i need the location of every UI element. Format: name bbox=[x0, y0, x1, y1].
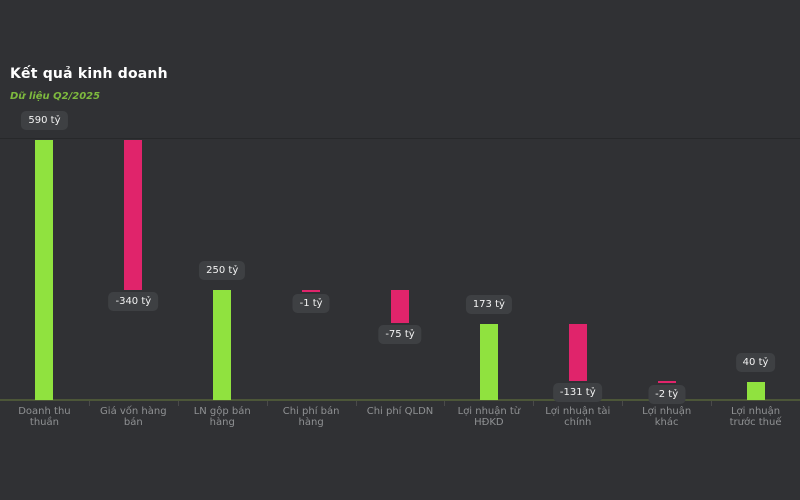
x-axis-tick-1 bbox=[88, 401, 90, 406]
waterfall-bar-7[interactable] bbox=[568, 323, 587, 382]
value-badge-5: -75 tỷ bbox=[378, 325, 422, 345]
waterfall-bar-4[interactable] bbox=[302, 289, 321, 292]
x-axis-tick-5 bbox=[444, 401, 446, 406]
x-axis-tick-2 bbox=[177, 401, 179, 406]
waterfall-bar-5[interactable] bbox=[391, 290, 409, 324]
value-badge-7: -131 tỷ bbox=[552, 383, 603, 403]
x-axis-tick-4 bbox=[355, 401, 357, 406]
x-axis-label-5: Chi phí QLDN bbox=[366, 406, 434, 417]
x-axis-tick-8 bbox=[711, 401, 713, 406]
x-axis-label-2: Giá vốn hàng bán bbox=[100, 406, 167, 428]
value-badge-3: 250 tỷ bbox=[199, 260, 246, 280]
value-badge-4: -1 tỷ bbox=[292, 293, 330, 313]
x-axis-tick-6 bbox=[533, 401, 535, 406]
value-badge-1: 590 tỷ bbox=[21, 111, 68, 130]
waterfall-bar-2[interactable] bbox=[124, 140, 143, 290]
chart-subtitle: Dữ liệu Q2/2025 bbox=[10, 91, 101, 102]
value-badge-6: 173 tỷ bbox=[465, 294, 512, 314]
top-gridline bbox=[0, 138, 800, 139]
x-axis-label-6: Lợi nhuận từ HĐKD bbox=[457, 406, 521, 428]
x-axis-label-3: LN gộp bán hàng bbox=[193, 406, 251, 428]
waterfall-bar-1[interactable] bbox=[35, 140, 54, 400]
x-axis-tick-7 bbox=[622, 401, 624, 406]
x-axis-label-7: Lợi nhuận tài chính bbox=[545, 406, 611, 428]
value-badge-2: -340 tỷ bbox=[108, 291, 159, 311]
x-axis-label-4: Chi phí bán hàng bbox=[282, 406, 340, 428]
x-axis-label-9: Lợi nhuận trước thuế bbox=[729, 406, 782, 428]
x-axis-tick-3 bbox=[266, 401, 268, 406]
waterfall-bar-9[interactable] bbox=[746, 382, 765, 400]
waterfall-bar-6[interactable] bbox=[479, 323, 498, 400]
value-badge-8: -2 tỷ bbox=[648, 385, 686, 405]
value-badge-9: 40 tỷ bbox=[735, 353, 776, 373]
waterfall-bar-3[interactable] bbox=[213, 289, 232, 400]
waterfall-bar-8[interactable] bbox=[657, 381, 676, 384]
chart-title: Kết quả kinh doanh bbox=[10, 66, 168, 82]
x-axis-label-1: Doanh thu thuần bbox=[18, 406, 71, 428]
x-axis-line bbox=[0, 399, 800, 401]
x-axis-label-8: Lợi nhuận khác bbox=[642, 406, 692, 428]
